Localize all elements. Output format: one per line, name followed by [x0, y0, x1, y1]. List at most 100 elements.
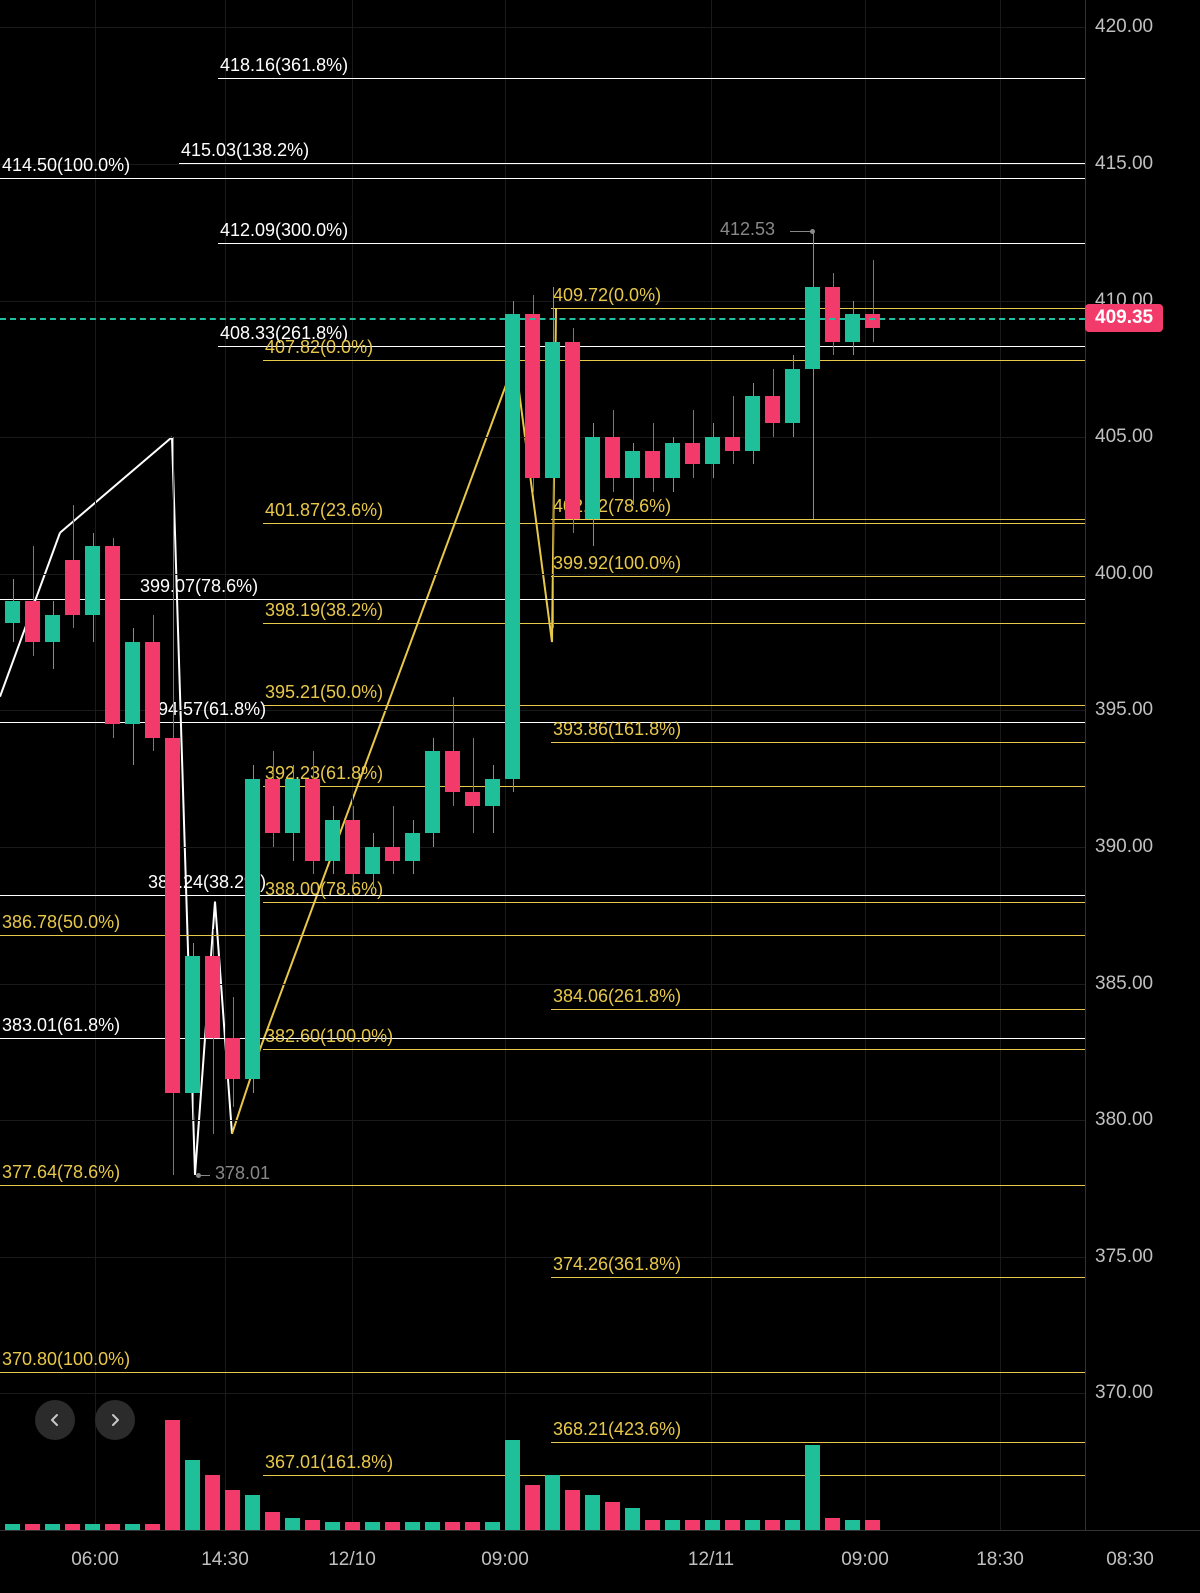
candle-body[interactable] [505, 314, 520, 778]
candle-body[interactable] [345, 820, 360, 875]
volume-bar[interactable] [505, 1440, 520, 1530]
fib-line[interactable] [263, 1475, 1085, 1476]
candle-body[interactable] [25, 601, 40, 642]
volume-bar[interactable] [405, 1522, 420, 1530]
candle-body[interactable] [545, 342, 560, 479]
candle-body[interactable] [465, 792, 480, 806]
volume-bar[interactable] [345, 1522, 360, 1530]
candle-body[interactable] [745, 396, 760, 451]
volume-bar[interactable] [585, 1495, 600, 1530]
volume-bar[interactable] [245, 1495, 260, 1530]
volume-bar[interactable] [525, 1485, 540, 1530]
fib-line[interactable] [551, 519, 1085, 520]
fib-line[interactable] [263, 523, 1085, 524]
volume-bar[interactable] [685, 1520, 700, 1530]
candle-body[interactable] [365, 847, 380, 874]
candle-body[interactable] [385, 847, 400, 861]
nav-prev-button[interactable] [35, 1400, 75, 1440]
volume-bar[interactable] [165, 1420, 180, 1530]
fib-line[interactable] [263, 902, 1085, 903]
fib-line[interactable] [0, 178, 1085, 179]
volume-bar[interactable] [325, 1522, 340, 1530]
candle-body[interactable] [565, 342, 580, 520]
fib-line[interactable] [263, 786, 1085, 787]
volume-bar[interactable] [565, 1490, 580, 1530]
candle-body[interactable] [225, 1038, 240, 1079]
fib-line[interactable] [551, 1277, 1085, 1278]
nav-next-button[interactable] [95, 1400, 135, 1440]
candle-body[interactable] [445, 751, 460, 792]
candle-body[interactable] [705, 437, 720, 464]
fib-line[interactable] [551, 1009, 1085, 1010]
volume-bar[interactable] [205, 1475, 220, 1530]
candle-body[interactable] [65, 560, 80, 615]
fib-line[interactable] [263, 705, 1085, 706]
fib-line[interactable] [263, 1049, 1085, 1050]
fib-line[interactable] [0, 722, 1085, 723]
candle-body[interactable] [265, 779, 280, 834]
candle-body[interactable] [105, 546, 120, 724]
candle-body[interactable] [125, 642, 140, 724]
fib-line[interactable] [0, 895, 1085, 896]
fib-line[interactable] [0, 1185, 1085, 1186]
candle-body[interactable] [785, 369, 800, 424]
fib-line[interactable] [0, 935, 1085, 936]
candle-body[interactable] [425, 751, 440, 833]
candle-body[interactable] [625, 451, 640, 478]
volume-bar[interactable] [705, 1520, 720, 1530]
volume-bar[interactable] [605, 1502, 620, 1530]
candle-body[interactable] [305, 779, 320, 861]
volume-bar[interactable] [185, 1460, 200, 1530]
volume-bar[interactable] [785, 1520, 800, 1530]
volume-bar[interactable] [465, 1522, 480, 1530]
candle-body[interactable] [145, 642, 160, 738]
candle-body[interactable] [725, 437, 740, 451]
fib-line[interactable] [551, 1442, 1085, 1443]
fib-line[interactable] [0, 599, 1085, 600]
candle-body[interactable] [185, 956, 200, 1093]
volume-bar[interactable] [385, 1522, 400, 1530]
fib-line[interactable] [179, 163, 1085, 164]
volume-bar[interactable] [365, 1522, 380, 1530]
candle-body[interactable] [485, 779, 500, 806]
volume-bar[interactable] [745, 1520, 760, 1530]
fib-line[interactable] [0, 1038, 1085, 1039]
candle-body[interactable] [645, 451, 660, 478]
volume-bar[interactable] [805, 1445, 820, 1530]
candle-body[interactable] [45, 615, 60, 642]
candle-body[interactable] [245, 779, 260, 1080]
candle-body[interactable] [165, 738, 180, 1093]
fib-line[interactable] [218, 243, 1085, 244]
fib-line[interactable] [263, 360, 1085, 361]
candle-body[interactable] [405, 833, 420, 860]
volume-bar[interactable] [845, 1520, 860, 1530]
candle-body[interactable] [205, 956, 220, 1038]
volume-bar[interactable] [425, 1522, 440, 1530]
candle-body[interactable] [685, 443, 700, 465]
candle-body[interactable] [325, 820, 340, 861]
trend-line[interactable] [60, 437, 172, 533]
candle-body[interactable] [805, 287, 820, 369]
candle-body[interactable] [825, 287, 840, 342]
candle-body[interactable] [865, 314, 880, 328]
fib-line[interactable] [263, 623, 1085, 624]
volume-bar[interactable] [825, 1518, 840, 1530]
candle-body[interactable] [5, 601, 20, 623]
candle-body[interactable] [285, 779, 300, 834]
volume-bar[interactable] [765, 1520, 780, 1530]
candle-body[interactable] [665, 443, 680, 479]
fib-line[interactable] [551, 576, 1085, 577]
candle-body[interactable] [585, 437, 600, 519]
fib-line[interactable] [0, 1372, 1085, 1373]
fib-line[interactable] [218, 78, 1085, 79]
fib-line[interactable] [551, 742, 1085, 743]
candle-body[interactable] [605, 437, 620, 478]
volume-bar[interactable] [645, 1520, 660, 1530]
volume-bar[interactable] [725, 1520, 740, 1530]
candle-body[interactable] [85, 546, 100, 614]
volume-bar[interactable] [445, 1522, 460, 1530]
volume-bar[interactable] [305, 1520, 320, 1530]
volume-bar[interactable] [665, 1520, 680, 1530]
volume-bar[interactable] [285, 1518, 300, 1530]
volume-bar[interactable] [485, 1522, 500, 1530]
